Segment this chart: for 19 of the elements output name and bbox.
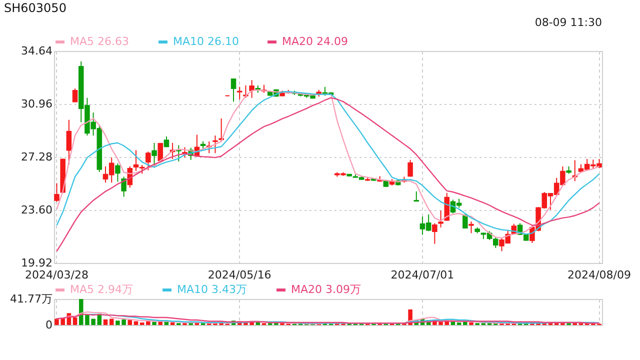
y-tick-label: 19.92 — [21, 256, 52, 270]
series-label: MA5 2.94万 — [70, 283, 134, 296]
x-tick-label: 2024/07/01 — [390, 268, 454, 282]
legend-label: MA20 24.09 — [282, 35, 348, 48]
text: MA5 26.63 — [70, 35, 130, 48]
y-tick-label: 27.28 — [21, 150, 52, 164]
y-tick-label: 41.77万 — [10, 292, 52, 306]
y-tick-label: 30.96 — [21, 98, 52, 110]
y-tick-label: 23.60 — [21, 204, 52, 216]
x-tick-label: 2024/08/09 — [568, 268, 631, 282]
legend-label: MA20 3.09万 — [291, 283, 362, 296]
chart-title: SH603050 — [4, 1, 66, 15]
text: 08-09 11:30 — [534, 16, 602, 29]
legend-label: MA10 3.43万 — [177, 283, 248, 296]
legend-label: MA10 26.10 — [173, 35, 239, 48]
y-tick-label: 34.64 — [21, 44, 52, 58]
x-tick-label: 2024/05/16 — [208, 268, 272, 282]
x-tick-label: 2024/03/28 — [25, 268, 88, 282]
y-tick-label: 0 — [46, 318, 52, 332]
